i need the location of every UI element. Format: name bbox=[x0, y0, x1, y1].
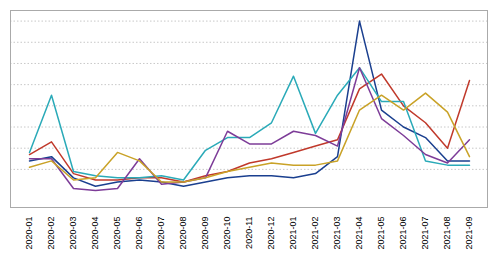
svg-text:2021-02: 2021-02 bbox=[310, 217, 320, 250]
svg-text:2021-05: 2021-05 bbox=[376, 217, 386, 250]
svg-text:2020-07: 2020-07 bbox=[156, 217, 166, 250]
svg-text:2020-05: 2020-05 bbox=[112, 217, 122, 250]
svg-text:2021-09: 2021-09 bbox=[464, 217, 474, 250]
svg-text:2021-08: 2021-08 bbox=[442, 217, 452, 250]
svg-text:2021-04: 2021-04 bbox=[354, 217, 364, 250]
svg-text:2020-12: 2020-12 bbox=[266, 217, 276, 250]
svg-text:2020-03: 2020-03 bbox=[68, 217, 78, 250]
svg-text:2020-10: 2020-10 bbox=[222, 217, 232, 250]
svg-text:2021-07: 2021-07 bbox=[420, 217, 430, 250]
svg-text:2020-08: 2020-08 bbox=[178, 217, 188, 250]
svg-text:2021-06: 2021-06 bbox=[398, 217, 408, 250]
svg-text:2020-11: 2020-11 bbox=[244, 217, 254, 249]
svg-text:2020-04: 2020-04 bbox=[90, 217, 100, 250]
svg-text:2020-09: 2020-09 bbox=[200, 217, 210, 250]
svg-text:2021-03: 2021-03 bbox=[332, 217, 342, 250]
svg-text:2021-01: 2021-01 bbox=[288, 217, 298, 250]
svg-text:2020-01: 2020-01 bbox=[24, 217, 34, 250]
svg-text:2020-06: 2020-06 bbox=[134, 217, 144, 250]
svg-text:2020-02: 2020-02 bbox=[46, 217, 56, 250]
